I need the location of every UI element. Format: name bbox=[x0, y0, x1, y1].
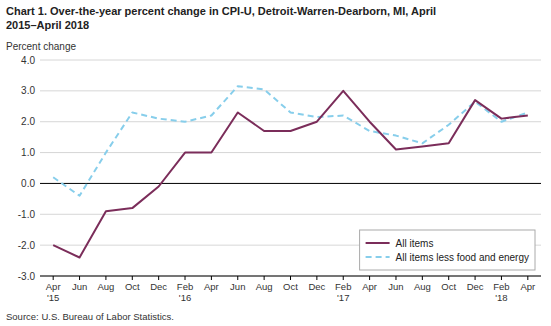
x-tick-label-line: Aug bbox=[97, 281, 114, 292]
x-tick bbox=[264, 276, 265, 280]
x-tick-label-line: Apr bbox=[520, 281, 535, 292]
grid-line bbox=[40, 214, 541, 215]
x-tick-label-line: Aug bbox=[256, 281, 273, 292]
x-tick bbox=[211, 276, 212, 280]
x-tick-label: Jun bbox=[388, 281, 403, 292]
x-tick-label-line: Dec bbox=[150, 281, 167, 292]
x-tick-label-line: Oct bbox=[283, 281, 298, 292]
x-tick-label-line: '15 bbox=[47, 292, 59, 303]
legend-box bbox=[360, 230, 535, 270]
x-tick-label-line: Dec bbox=[308, 281, 325, 292]
x-tick bbox=[343, 276, 344, 280]
x-tick-label-line: Feb bbox=[493, 281, 509, 292]
legend-swatch bbox=[366, 256, 390, 258]
y-axis-label: Percent change bbox=[6, 41, 76, 52]
x-tick-label: Aug bbox=[256, 281, 273, 292]
y-tick-label: -1.0 bbox=[18, 209, 36, 220]
x-tick bbox=[158, 276, 159, 280]
x-tick bbox=[448, 276, 449, 280]
x-tick-label-line: Apr bbox=[46, 281, 61, 292]
x-tick-label: Feb'16 bbox=[177, 281, 193, 303]
y-grid bbox=[40, 60, 541, 276]
x-tick-label-line: '17 bbox=[337, 292, 349, 303]
x-tick bbox=[237, 276, 238, 280]
x-tick-label-line: Oct bbox=[125, 281, 140, 292]
x-tick-label-line: Oct bbox=[441, 281, 456, 292]
grid-line bbox=[40, 121, 541, 122]
x-tick bbox=[105, 276, 106, 280]
x-tick bbox=[422, 276, 423, 280]
x-tick-label-line: Feb bbox=[177, 281, 193, 292]
zero-line bbox=[40, 183, 541, 184]
x-tick bbox=[79, 276, 80, 280]
grid-line bbox=[40, 60, 541, 61]
x-tick-label-line: Feb bbox=[335, 281, 351, 292]
grid-line bbox=[40, 90, 541, 91]
x-tick-label-line: '16 bbox=[179, 292, 191, 303]
x-tick bbox=[316, 276, 317, 280]
x-tick-label: Feb'18 bbox=[493, 281, 509, 303]
x-tick bbox=[53, 276, 54, 280]
x-tick-label: Oct bbox=[283, 281, 298, 292]
x-tick-label-line: Dec bbox=[467, 281, 484, 292]
x-tick-label-line: Jun bbox=[388, 281, 403, 292]
x-tick-label: Oct bbox=[125, 281, 140, 292]
x-tick-label: Jun bbox=[72, 281, 87, 292]
x-tick-label-line: '18 bbox=[495, 292, 507, 303]
y-tick-label: 4.0 bbox=[21, 55, 35, 66]
x-tick-label: Dec bbox=[467, 281, 484, 292]
x-tick-label-line: Apr bbox=[362, 281, 377, 292]
x-tick-label: Dec bbox=[150, 281, 167, 292]
x-tick-label: Apr bbox=[520, 281, 535, 292]
chart: Chart 1. Over-the-year percent change in… bbox=[0, 0, 551, 326]
x-tick bbox=[290, 276, 291, 280]
grid-line bbox=[40, 152, 541, 153]
x-tick bbox=[501, 276, 502, 280]
x-tick-label: Feb'17 bbox=[335, 281, 351, 303]
y-tick-label: -2.0 bbox=[18, 240, 36, 251]
x-tick bbox=[475, 276, 476, 280]
x-tick-label: Apr bbox=[204, 281, 219, 292]
y-tick-label: 1.0 bbox=[21, 147, 35, 158]
y-tick-label: -3.0 bbox=[18, 271, 36, 282]
x-tick bbox=[527, 276, 528, 280]
x-tick-label-line: Apr bbox=[204, 281, 219, 292]
x-tick-label: Jun bbox=[230, 281, 245, 292]
subtitle: 2015–April 2018 bbox=[6, 19, 89, 31]
x-tick-label: Apr bbox=[362, 281, 377, 292]
title: Chart 1. Over-the-year percent change in… bbox=[6, 5, 436, 17]
y-tick-label: 0.0 bbox=[21, 178, 35, 189]
x-tick bbox=[185, 276, 186, 280]
x-tick-label: Oct bbox=[441, 281, 456, 292]
x-tick-label: Apr'15 bbox=[46, 281, 61, 303]
x-tick-label: Dec bbox=[308, 281, 325, 292]
legend-label: All items less food and energy bbox=[396, 252, 529, 263]
source: Source: U.S. Bureau of Labor Statistics. bbox=[6, 311, 174, 322]
x-tick bbox=[132, 276, 133, 280]
x-tick bbox=[369, 276, 370, 280]
x-tick-label-line: Jun bbox=[72, 281, 87, 292]
legend: All items All items less food and energy bbox=[360, 230, 535, 270]
y-tick-label: 3.0 bbox=[21, 85, 35, 96]
x-tick-label-line: Jun bbox=[230, 281, 245, 292]
legend-label: All items bbox=[396, 238, 434, 249]
legend-swatch bbox=[366, 242, 390, 244]
x-tick-label-line: Aug bbox=[414, 281, 431, 292]
series-line bbox=[53, 86, 528, 196]
y-tick-label: 2.0 bbox=[21, 116, 35, 127]
x-tick-label: Aug bbox=[97, 281, 114, 292]
x-tick-label: Aug bbox=[414, 281, 431, 292]
x-tick bbox=[395, 276, 396, 280]
background bbox=[0, 0, 551, 326]
